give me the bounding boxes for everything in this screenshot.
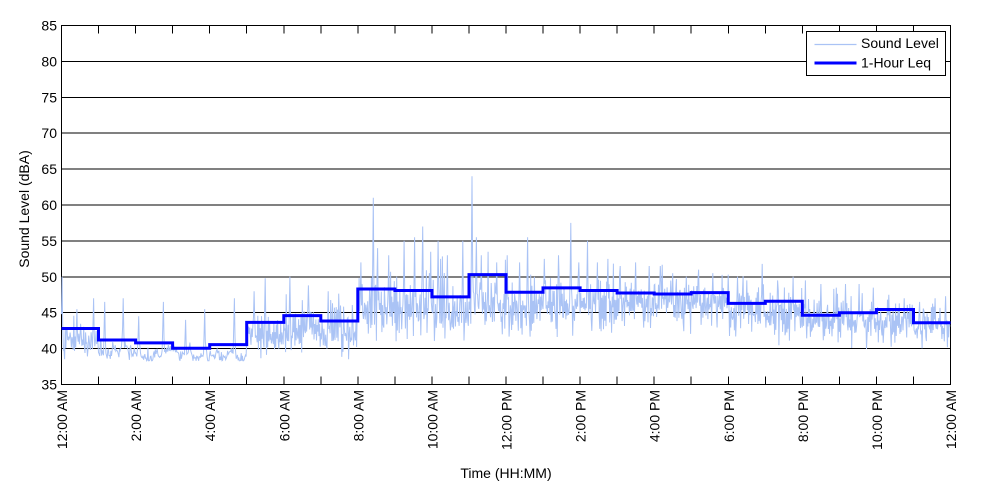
svg-text:8:00 PM: 8:00 PM bbox=[795, 390, 811, 442]
svg-text:8:00 AM: 8:00 AM bbox=[350, 390, 366, 441]
svg-text:85: 85 bbox=[41, 18, 57, 34]
svg-text:75: 75 bbox=[41, 89, 57, 105]
svg-text:40: 40 bbox=[41, 341, 57, 357]
svg-text:Sound Level: Sound Level bbox=[861, 35, 939, 51]
svg-text:4:00 AM: 4:00 AM bbox=[202, 390, 218, 441]
svg-text:Time (HH:MM): Time (HH:MM) bbox=[460, 465, 551, 481]
svg-text:1-Hour Leq: 1-Hour Leq bbox=[861, 55, 931, 71]
svg-text:45: 45 bbox=[41, 305, 57, 321]
svg-text:65: 65 bbox=[41, 161, 57, 177]
svg-text:12:00 PM: 12:00 PM bbox=[499, 390, 515, 450]
svg-text:10:00 AM: 10:00 AM bbox=[424, 390, 440, 449]
svg-text:Sound Level (dBA): Sound Level (dBA) bbox=[16, 150, 32, 268]
svg-text:80: 80 bbox=[41, 53, 57, 69]
svg-text:70: 70 bbox=[41, 125, 57, 141]
svg-text:50: 50 bbox=[41, 269, 57, 285]
svg-text:12:00 AM: 12:00 AM bbox=[943, 390, 959, 449]
svg-text:10:00 PM: 10:00 PM bbox=[869, 390, 885, 450]
svg-text:2:00 AM: 2:00 AM bbox=[128, 390, 144, 441]
svg-text:55: 55 bbox=[41, 233, 57, 249]
svg-text:60: 60 bbox=[41, 197, 57, 213]
svg-text:12:00 AM: 12:00 AM bbox=[54, 390, 70, 449]
svg-text:4:00 PM: 4:00 PM bbox=[647, 390, 663, 442]
svg-text:6:00 PM: 6:00 PM bbox=[721, 390, 737, 442]
svg-text:2:00 PM: 2:00 PM bbox=[573, 390, 589, 442]
svg-text:35: 35 bbox=[41, 377, 57, 393]
svg-text:6:00 AM: 6:00 AM bbox=[276, 390, 292, 441]
